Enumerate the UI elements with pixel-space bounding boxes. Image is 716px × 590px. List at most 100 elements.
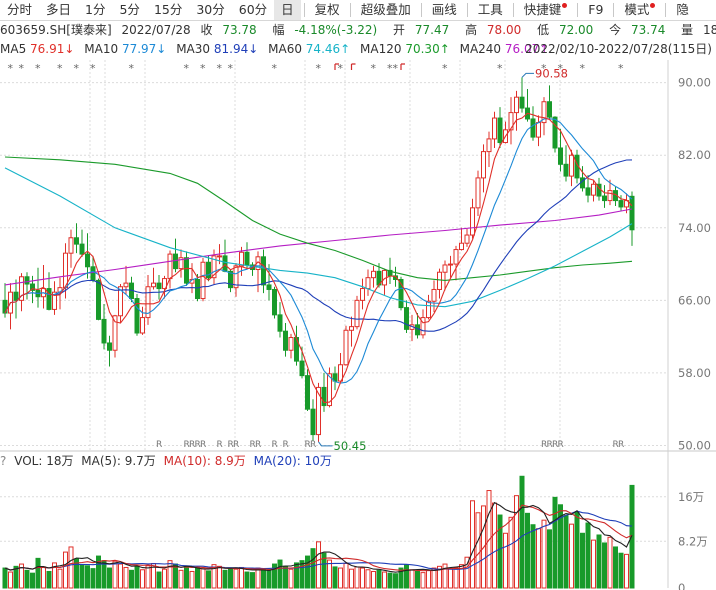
tab-daily[interactable]: 日: [274, 0, 301, 20]
volume-bar: [470, 500, 475, 589]
candle: [189, 263, 195, 294]
ma30-line: [4, 159, 633, 332]
candle-body: [552, 116, 558, 149]
candle: [629, 191, 635, 246]
candle: [178, 249, 184, 278]
event-flag-marker: [350, 63, 356, 70]
tab-1min[interactable]: 1分: [85, 2, 106, 17]
candle: [514, 90, 519, 131]
hide-button[interactable]: 隐: [676, 2, 689, 17]
volume-tick-label: 16万: [678, 490, 704, 504]
restoration-marker: R: [200, 440, 206, 450]
low-field: 低 72.00: [537, 23, 599, 37]
candle-body: [13, 291, 19, 301]
close-label: 收: [200, 23, 213, 37]
f9-button[interactable]: F9: [588, 2, 604, 17]
volume-bar: [200, 568, 206, 589]
candle-body: [459, 242, 464, 251]
mode-button[interactable]: 模式: [617, 0, 662, 20]
restoration-marker: R: [558, 440, 564, 450]
candle-body: [519, 96, 525, 109]
candle: [409, 314, 415, 342]
volume-bar: [211, 564, 217, 589]
candle-body: [90, 266, 96, 281]
high-label: 高: [465, 23, 478, 37]
candle: [591, 180, 596, 202]
volume-bar: [233, 568, 239, 589]
event-star-marker: *: [19, 62, 25, 75]
ma60-label: MA60: [268, 42, 302, 56]
candle: [338, 352, 343, 382]
candle-body: [591, 183, 596, 196]
volume-bar: [68, 546, 74, 589]
candle-body: [492, 117, 497, 140]
tab-15min[interactable]: 15分: [153, 2, 183, 17]
volume-bar: [189, 570, 195, 589]
volume-bars: [2, 475, 635, 589]
tab-intraday[interactable]: 分时: [7, 2, 33, 17]
candle-body: [563, 163, 569, 177]
restoration-marker: R: [189, 440, 195, 450]
candle: [530, 106, 536, 141]
low-value: 72.00: [558, 23, 594, 37]
stock-code: 603659.SH[璞泰来]: [0, 23, 112, 37]
quote-info-line: 603659.SH[璞泰来] 2022/07/28 收 73.78 幅 -4.1…: [0, 21, 716, 39]
candle: [79, 229, 85, 257]
volume-bar: [536, 528, 541, 589]
volume-bar: [591, 539, 596, 589]
shortcut-label: 快捷键: [523, 2, 562, 17]
candle-body: [134, 298, 140, 334]
volume-bar: [85, 565, 90, 589]
tools-button[interactable]: 工具: [477, 2, 503, 17]
candle-body: [52, 291, 57, 310]
volume-bar: [574, 511, 580, 589]
volume-bar: [35, 557, 41, 589]
candle-body: [288, 337, 294, 351]
restoration-marker: R: [184, 440, 190, 450]
volume-bar: [426, 569, 431, 589]
candle-body: [107, 342, 112, 351]
event-star-marker: *: [387, 62, 393, 75]
close-field: 收 73.78: [200, 23, 262, 37]
candle: [503, 121, 508, 144]
candle: [255, 251, 261, 293]
shortcut-button[interactable]: 快捷键: [517, 0, 575, 20]
candle: [492, 111, 497, 148]
draw-line-button[interactable]: 画线: [431, 2, 457, 17]
restoration-marker: R: [195, 440, 201, 450]
candle: [519, 77, 525, 113]
candle-body: [547, 101, 552, 118]
min-annotation: 50.45: [334, 439, 367, 453]
volume-bar: [508, 516, 514, 589]
high-field: 高 78.00: [465, 23, 527, 37]
candle-body: [541, 101, 547, 124]
candle-body: [283, 330, 288, 351]
volume-bar: [305, 555, 310, 589]
candle-body: [426, 300, 431, 319]
candle-body: [30, 283, 35, 291]
volume-bar: [338, 567, 343, 589]
volume-caret-icon[interactable]: ?: [0, 454, 7, 468]
candle: [536, 115, 541, 147]
volume-bar: [541, 519, 547, 589]
candle-body: [404, 307, 409, 330]
candle-body: [24, 276, 30, 285]
high-value: 78.00: [486, 23, 522, 37]
candle: [398, 276, 404, 311]
tab-60min[interactable]: 60分: [238, 2, 268, 17]
tab-multiday[interactable]: 多日: [46, 2, 72, 17]
candle-body: [19, 276, 24, 301]
last-field: 今 73.74: [609, 23, 671, 37]
adjust-button[interactable]: 复权: [314, 2, 340, 17]
volume-bar: [46, 570, 52, 589]
volume-bar: [343, 562, 349, 589]
volume-bar: [222, 569, 228, 589]
tab-5min[interactable]: 5分: [119, 2, 140, 17]
tab-30min[interactable]: 30分: [196, 2, 225, 17]
candle: [13, 279, 19, 319]
candle-body: [222, 255, 228, 272]
overlay-button[interactable]: 超级叠加: [360, 2, 411, 17]
candle: [382, 268, 387, 295]
volume-bar: [459, 564, 464, 589]
